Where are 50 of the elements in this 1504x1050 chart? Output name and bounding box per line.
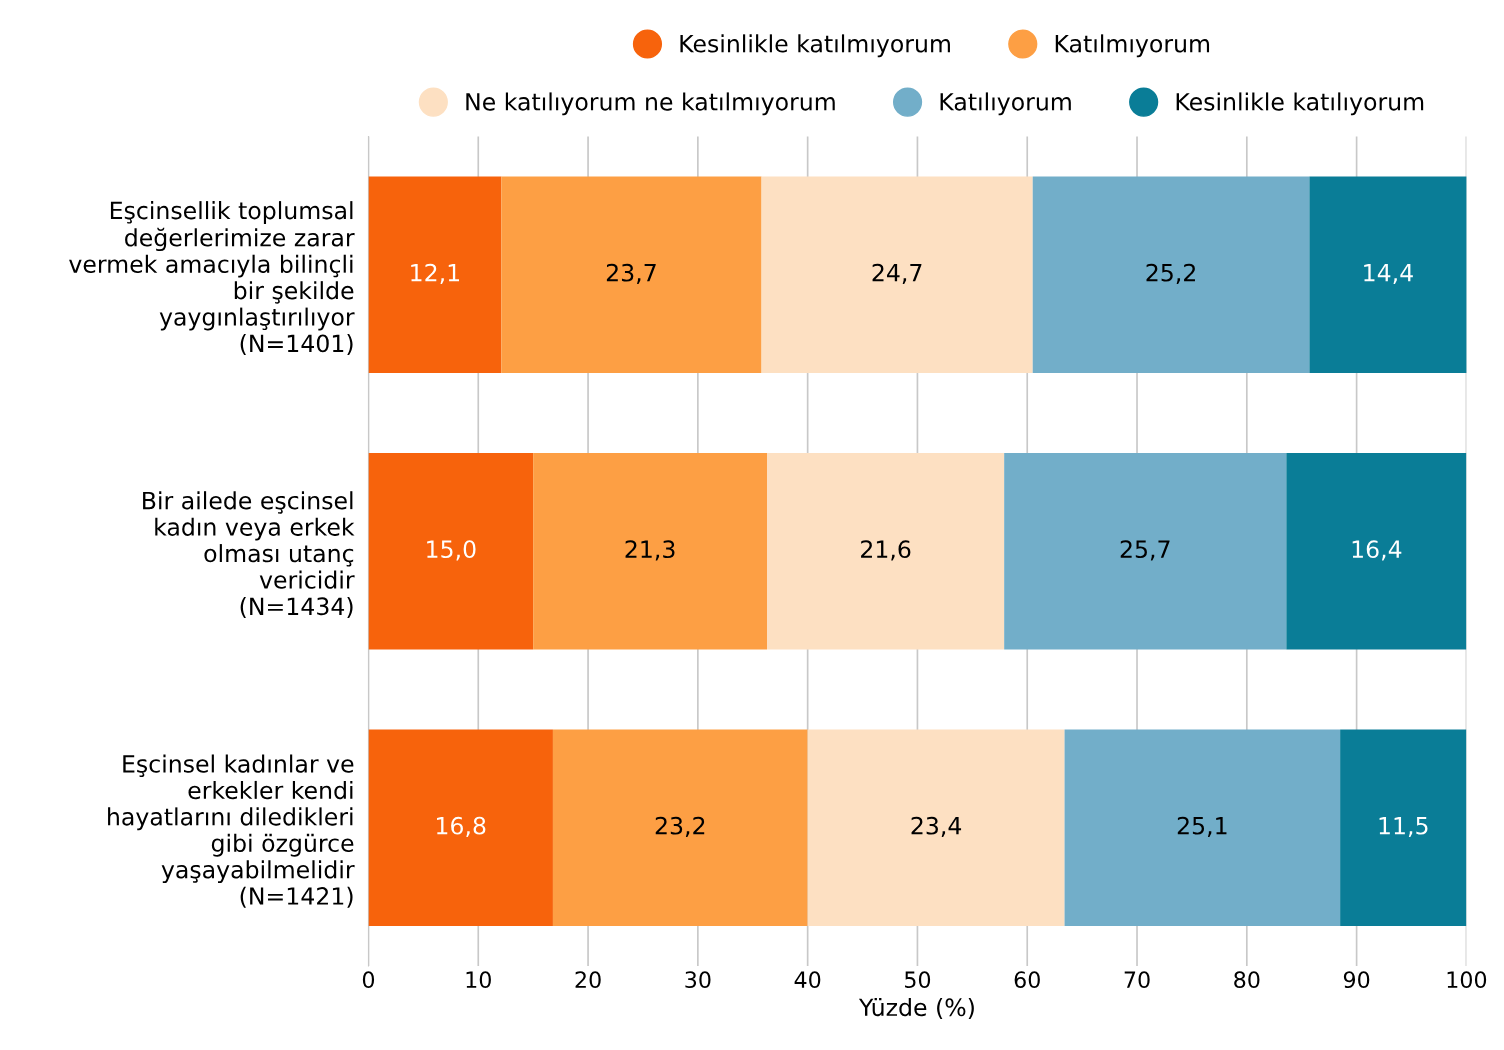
bar xyxy=(1004,453,1287,650)
data-label: 25,1 xyxy=(1177,816,1227,838)
bar xyxy=(761,176,1033,373)
legend-label: Kesinlikle katılmıyorum xyxy=(680,34,950,58)
x-tick-label: 10 xyxy=(466,971,491,989)
x-tick-label: 0 xyxy=(362,971,375,989)
data-label: 11,5 xyxy=(1379,817,1428,838)
bar xyxy=(552,729,808,926)
legend-label: Katılmıyorum xyxy=(1055,34,1210,58)
bar xyxy=(1309,176,1467,373)
bar xyxy=(1286,453,1467,650)
data-label: 25,2 xyxy=(1146,263,1195,285)
x-tick-label: 50 xyxy=(905,971,931,989)
x-tick-label: 30 xyxy=(685,971,711,989)
data-label: 24,7 xyxy=(872,263,922,285)
bar xyxy=(368,453,534,650)
data-label: 23,2 xyxy=(655,816,705,838)
bar xyxy=(533,453,768,650)
x-tick-label: 40 xyxy=(794,971,821,989)
bar xyxy=(368,729,553,926)
data-label: 16,8 xyxy=(437,816,486,838)
x-axis-title: Yüzde (%) xyxy=(858,997,974,1019)
data-label: 23,7 xyxy=(606,263,656,285)
legend-label: Kesinlikle katılıyorum xyxy=(1176,92,1424,116)
bar xyxy=(767,453,1005,650)
x-tick-label: 90 xyxy=(1343,971,1370,989)
data-label: 14,4 xyxy=(1364,264,1413,285)
y-tick-label: Eşcinsel kadınlar ve erkekler kendi hayatlarını diledikleri gibi özgürce yaşayabilmelidir (N=1421) xyxy=(108,754,355,908)
x-tick-label: 100 xyxy=(1447,971,1487,989)
data-label: 25,7 xyxy=(1120,540,1170,561)
y-tick-label: Eşcinsellik toplumsal değerlerimize zarar vermek amacıyla bilinçli bir şekilde yaygınlaştırılıyor (N=1401) xyxy=(69,201,355,356)
bar xyxy=(368,176,502,373)
data-label: 12,1 xyxy=(411,263,460,285)
legend-label: Ne katılıyorum ne katılmıyorum xyxy=(466,92,835,116)
x-tick-label: 20 xyxy=(575,971,601,989)
data-label: 23,4 xyxy=(911,816,962,838)
data-label: 21,3 xyxy=(625,540,675,561)
data-label: 21,6 xyxy=(861,540,911,561)
data-label: 15,0 xyxy=(427,540,476,561)
bar xyxy=(807,729,1065,926)
bar xyxy=(1032,176,1310,373)
bar xyxy=(1064,729,1341,926)
data-label: 16,4 xyxy=(1352,540,1402,561)
x-tick-label: 80 xyxy=(1234,971,1260,989)
bar xyxy=(501,176,762,373)
bar xyxy=(1340,729,1467,926)
legend-label: Katılıyorum xyxy=(940,92,1071,116)
x-tick-label: 60 xyxy=(1014,971,1040,989)
y-tick-label: Bir ailede eşcinsel kadın veya erkek olması utanç vericidir (N=1434) xyxy=(143,491,355,619)
x-tick-label: 70 xyxy=(1124,971,1150,989)
